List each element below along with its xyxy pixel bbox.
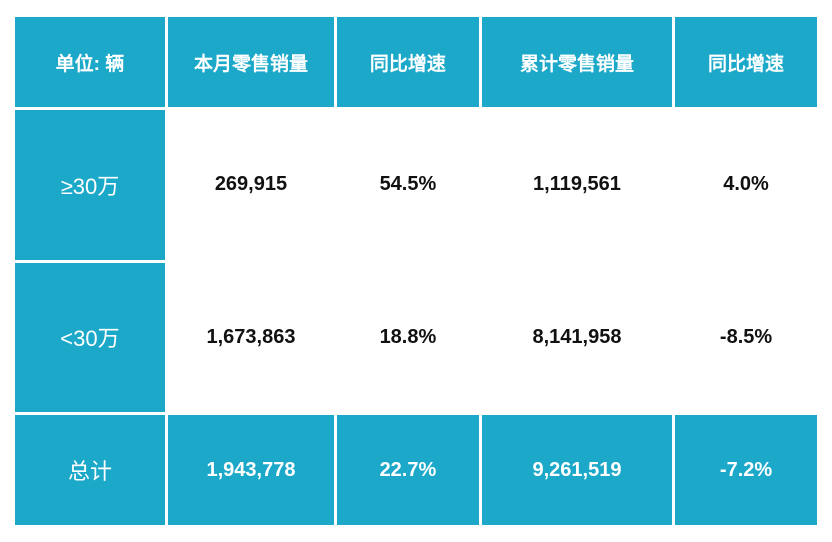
cell-monthly-sales: 269,915	[166, 109, 335, 262]
col-header-monthly-growth: 同比增速	[335, 16, 480, 109]
col-header-monthly-sales: 本月零售销量	[166, 16, 335, 109]
cell-monthly-growth: 18.8%	[335, 261, 480, 414]
cell-cum-growth: -8.5%	[674, 261, 819, 414]
table-row: <30万 1,673,863 18.8% 8,141,958 -8.5%	[14, 261, 819, 414]
cell-cum-sales: 9,261,519	[480, 414, 673, 527]
table-header-row: 单位: 辆 本月零售销量 同比增速 累计零售销量 同比增速	[14, 16, 819, 109]
table-row: ≥30万 269,915 54.5% 1,119,561 4.0%	[14, 109, 819, 262]
table-container: CPCA乘联会 单位: 辆 本月零售销量 同比增速 累计零售销量 同比增速 ≥3…	[0, 0, 832, 542]
cell-cum-growth: 4.0%	[674, 109, 819, 262]
cell-cum-sales: 1,119,561	[480, 109, 673, 262]
col-header-cum-growth: 同比增速	[674, 16, 819, 109]
col-header-unit: 单位: 辆	[14, 16, 167, 109]
row-label-ge30: ≥30万	[14, 109, 167, 262]
cell-monthly-sales: 1,943,778	[166, 414, 335, 527]
cell-cum-growth: -7.2%	[674, 414, 819, 527]
cell-monthly-growth: 22.7%	[335, 414, 480, 527]
sales-table: 单位: 辆 本月零售销量 同比增速 累计零售销量 同比增速 ≥30万 269,9…	[12, 14, 820, 528]
cell-cum-sales: 8,141,958	[480, 261, 673, 414]
cell-monthly-growth: 54.5%	[335, 109, 480, 262]
table-footer-row: 总计 1,943,778 22.7% 9,261,519 -7.2%	[14, 414, 819, 527]
cell-monthly-sales: 1,673,863	[166, 261, 335, 414]
row-label-total: 总计	[14, 414, 167, 527]
col-header-cum-sales: 累计零售销量	[480, 16, 673, 109]
row-label-lt30: <30万	[14, 261, 167, 414]
